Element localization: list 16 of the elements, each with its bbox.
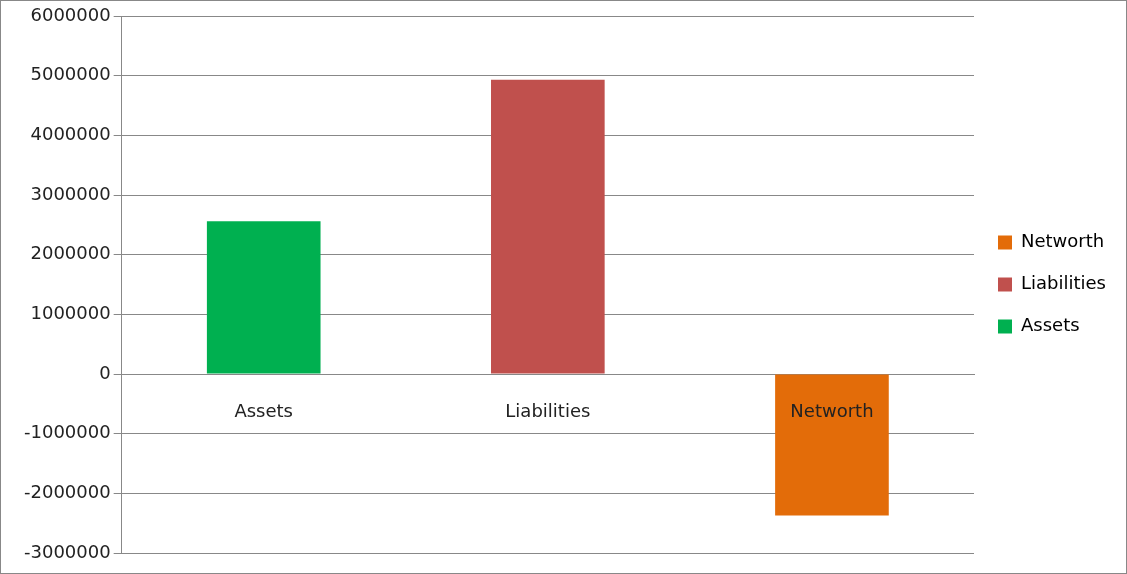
y-tick-label: 3000000 (30, 182, 111, 204)
y-tick-label: 2000000 (30, 242, 111, 264)
x-tick-label: Assets (234, 400, 294, 422)
y-tick-label: 4000000 (30, 123, 111, 145)
x-tick-label: Liabilities (505, 400, 591, 422)
legend-label: Networth (1021, 230, 1105, 252)
legend-label: Liabilities (1021, 272, 1106, 294)
y-tick-label: -3000000 (23, 540, 111, 562)
y-tick-label: 0 (99, 361, 111, 383)
y-tick-label: 1000000 (30, 302, 111, 324)
y-tick-label: 5000000 (30, 63, 111, 85)
y-tick-label: 6000000 (30, 3, 111, 25)
x-tick-label: Networth (790, 400, 874, 422)
y-tick-label: -1000000 (23, 421, 111, 443)
y-tick-label: -2000000 (23, 481, 111, 503)
legend-label: Assets (1021, 314, 1080, 336)
